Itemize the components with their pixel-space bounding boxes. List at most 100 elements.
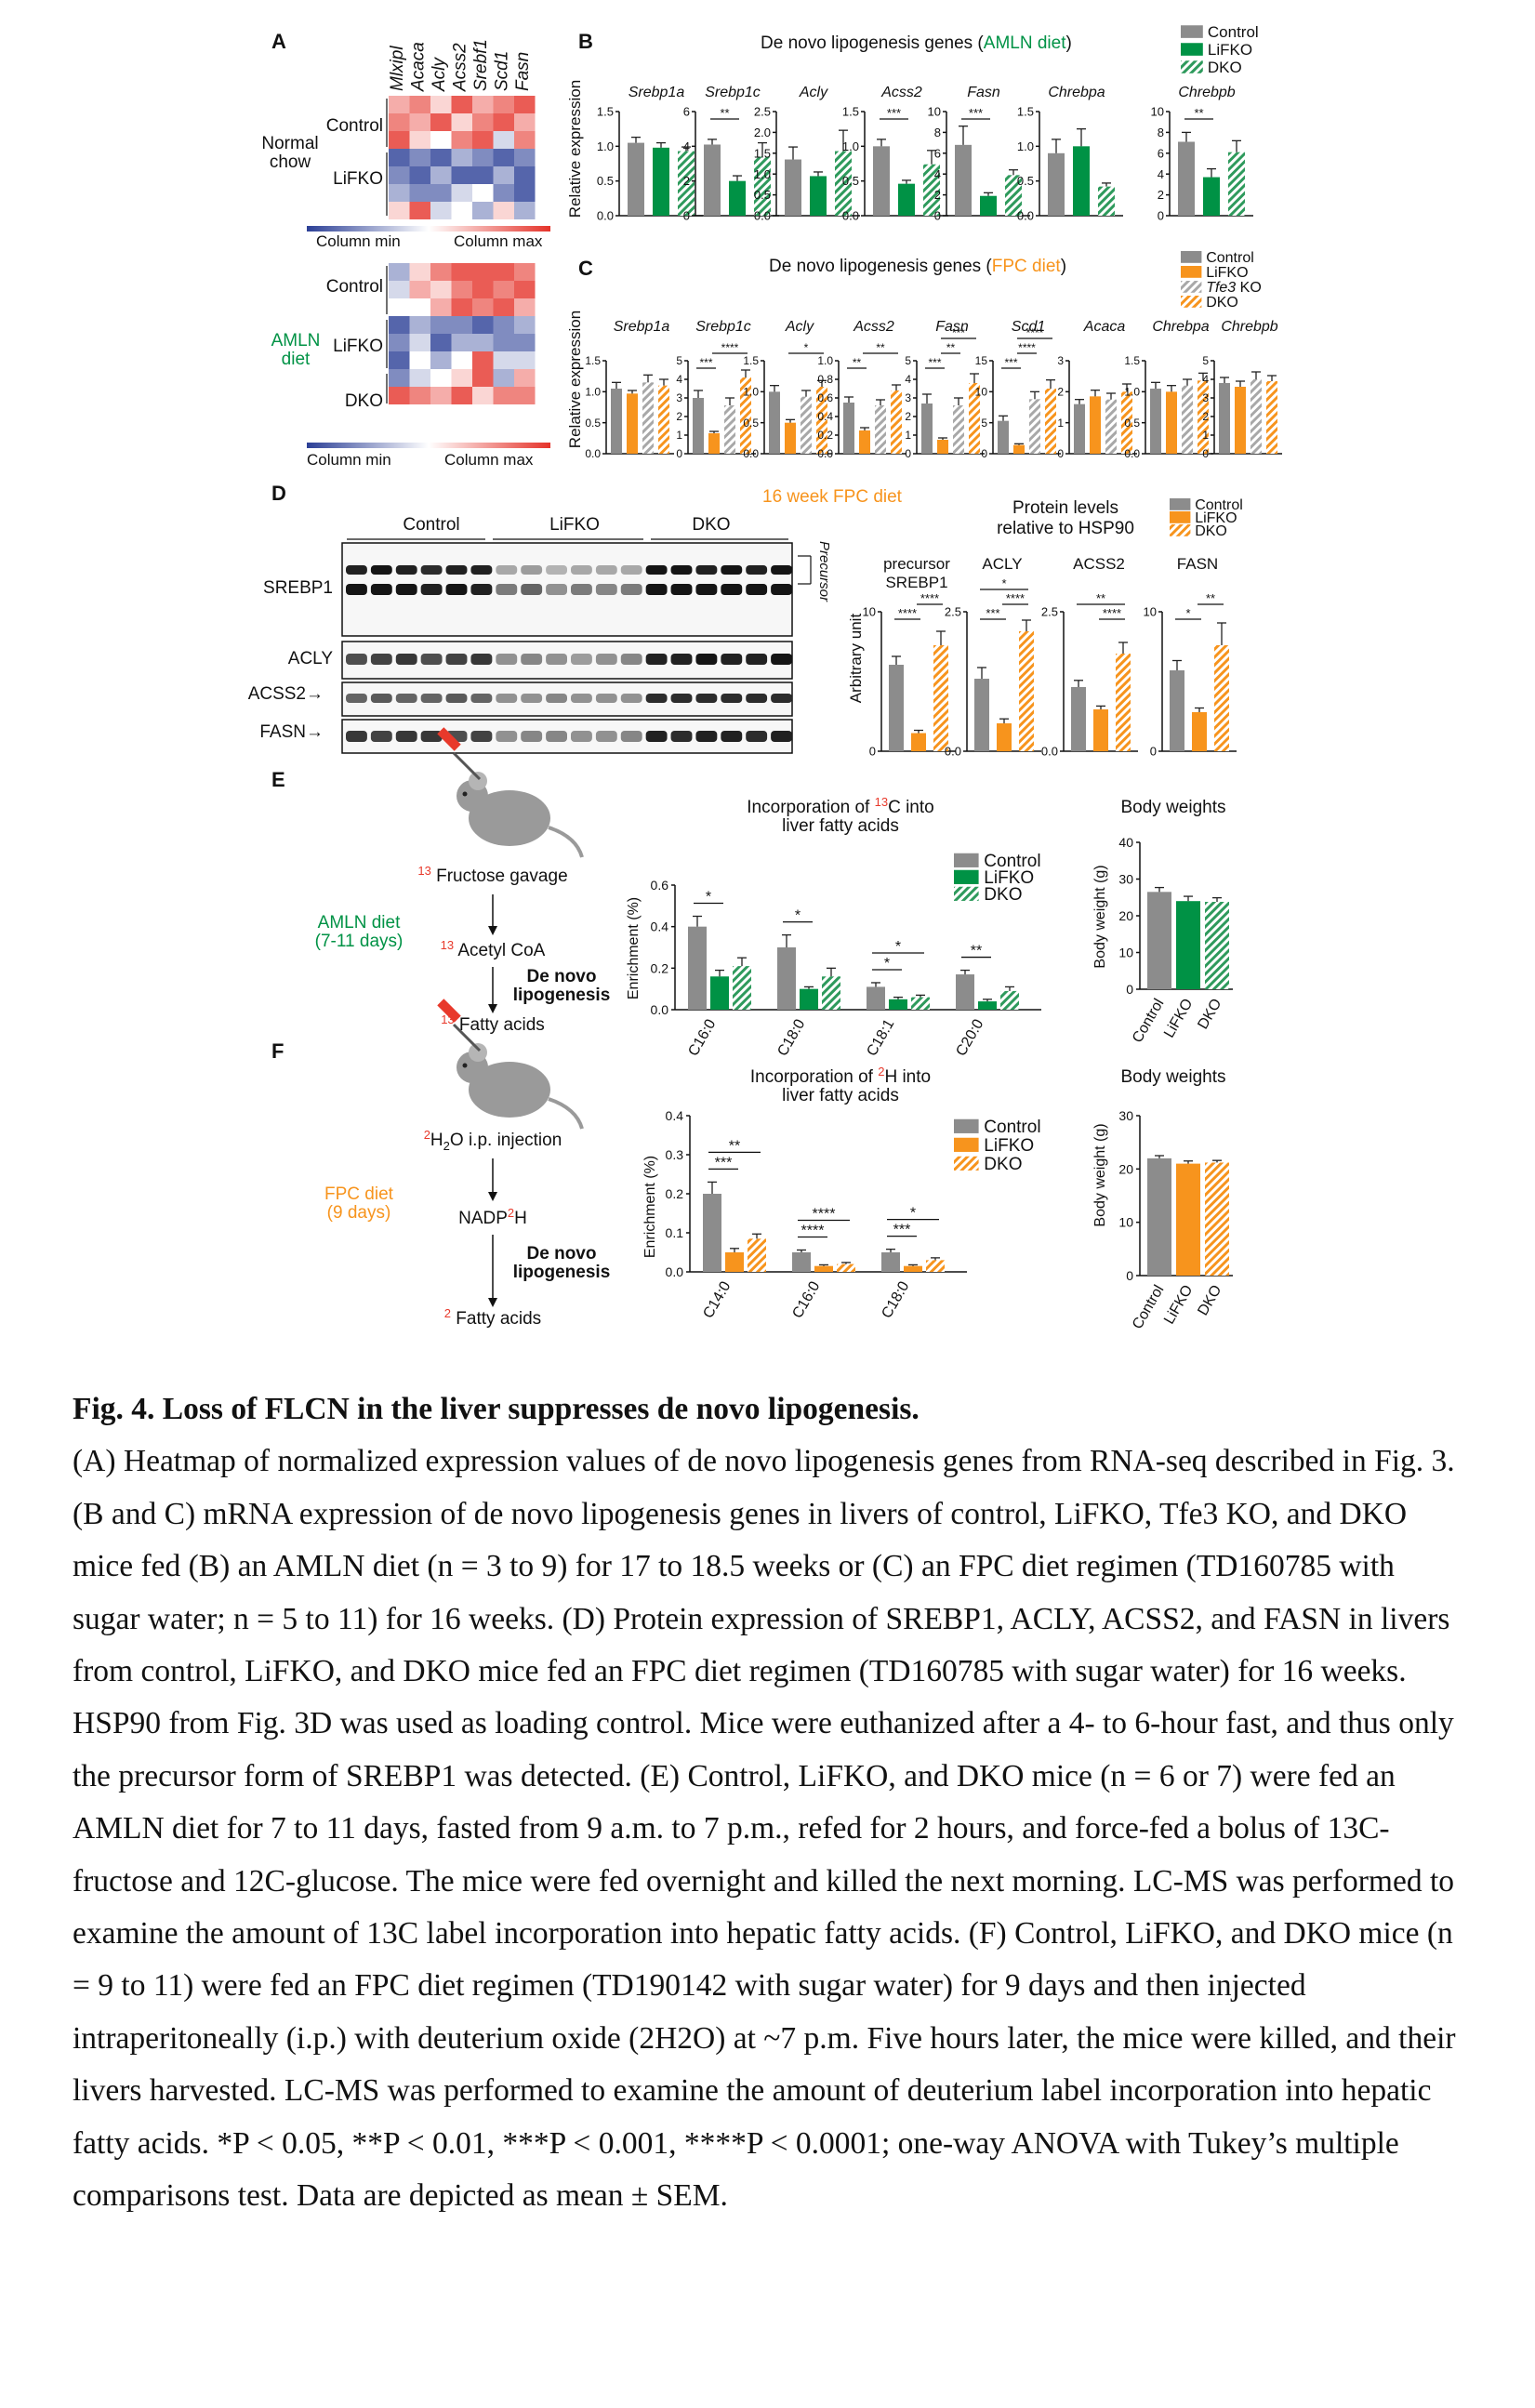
legend-swatch (1170, 498, 1191, 510)
heatmap-normal-chow-cell (514, 96, 536, 113)
bar (1170, 670, 1184, 751)
blot-band (346, 694, 367, 703)
y-tick-label: 8 (934, 126, 941, 139)
blot-band (721, 654, 743, 665)
heatmap-normal-chow-cell (514, 202, 536, 219)
bar (1203, 177, 1220, 216)
gene-label: Srebp1c (705, 85, 761, 100)
heatmap-normal-chow-cell (514, 131, 536, 149)
blot-band (521, 584, 543, 595)
y-tick-label: 4 (905, 373, 911, 386)
group-label: DKO (345, 391, 383, 411)
heatmap-normal-chow-cell (389, 113, 410, 131)
y-tick-label: 1.0 (585, 386, 601, 399)
bar (1176, 1163, 1200, 1276)
heatmap-amln-cell (493, 298, 514, 316)
bar (678, 151, 695, 216)
significance-label: *** (952, 326, 965, 339)
y-tick-label: 0.0 (842, 209, 859, 223)
bar (1150, 389, 1161, 454)
y-tick-label: 8 (1158, 126, 1164, 139)
bar (889, 999, 907, 1010)
diet-label: FPC diet (324, 1184, 394, 1204)
gene-label: Fasn (935, 319, 969, 335)
y-tick-label: 3 (676, 391, 682, 404)
bar (1250, 379, 1262, 454)
heatmap-normal-chow-cell (514, 149, 536, 166)
legend-swatch (954, 1118, 979, 1133)
blot-band (771, 731, 792, 742)
bar (627, 393, 638, 454)
heatmap-amln-cell (451, 263, 472, 281)
heatmap-amln-cell (514, 369, 536, 387)
heatmap-normal-chow-cell (451, 113, 472, 131)
bar (642, 382, 654, 454)
legend-label: DKO (984, 1155, 1022, 1174)
gene-label: Srebp1a (614, 319, 670, 335)
blot-band (346, 731, 367, 742)
blot-band (420, 565, 443, 575)
y-axis-title: Relative expression (566, 311, 584, 448)
legend-label: Control (1206, 250, 1254, 266)
flow-step-label: 13 Fructose gavage (417, 864, 567, 886)
panel-label-e: E (271, 768, 285, 791)
heatmap-amln-cell (389, 298, 410, 316)
blot-band (521, 731, 543, 742)
significance-label: * (795, 908, 801, 924)
heatmap-amln-cell (514, 334, 536, 351)
legend-swatch (1181, 25, 1203, 38)
bar (1073, 146, 1090, 216)
heatmap-normal-chow-cell (472, 202, 494, 219)
blot-band (771, 654, 792, 665)
y-tick-label: 0 (1057, 447, 1064, 460)
blot-band (395, 731, 417, 742)
blot-band (420, 584, 443, 595)
y-tick-label: 0 (1158, 209, 1164, 223)
blot-band (395, 565, 417, 575)
heatmap-amln-cell (472, 316, 494, 334)
heatmap-normal-chow-cell (514, 166, 536, 184)
blot-band (645, 731, 668, 742)
heatmap-amln-cell (472, 387, 494, 404)
x-tick-label: C18:0 (879, 1278, 912, 1321)
y-tick-label: 0.0 (754, 209, 771, 223)
y-tick-label: 10 (928, 105, 941, 119)
blot-band (445, 694, 468, 703)
x-tick-label: DKO (1195, 997, 1224, 1033)
blot-band (620, 694, 642, 703)
y-tick-label: 2.0 (754, 126, 771, 139)
blot-band (420, 694, 443, 703)
bar (1019, 631, 1034, 751)
blot-band (645, 584, 668, 595)
legend-label: Tfe3 KO (1206, 280, 1262, 296)
blot-band (546, 731, 567, 742)
significance-label: ** (1206, 591, 1215, 605)
y-tick-label: 6 (683, 105, 690, 119)
heatmap-amln-cell (451, 334, 472, 351)
bar (710, 976, 729, 1010)
blot-band (445, 565, 468, 575)
bar (1205, 1162, 1229, 1276)
blot-band (546, 584, 567, 595)
heatmap-amln-cell (430, 351, 452, 369)
blot-band (695, 694, 718, 703)
heatmap-amln-cell (409, 316, 430, 334)
y-tick-label: 5 (981, 417, 987, 430)
bar (980, 195, 997, 216)
bar (777, 947, 796, 1010)
bar (704, 144, 721, 216)
y-tick-label: 0.0 (945, 745, 961, 759)
legend-label: DKO (1206, 295, 1238, 311)
y-tick-label: 4 (1158, 167, 1164, 181)
y-tick-label: 1.0 (597, 139, 614, 153)
significance-label: * (706, 890, 711, 906)
heatmap-amln-cell (389, 351, 410, 369)
y-tick-label: 4 (1202, 373, 1209, 386)
diet-label: (9 days) (327, 1203, 391, 1223)
bar (843, 403, 854, 454)
y-tick-label: 0.0 (651, 1002, 669, 1017)
gene-column-label: Scd1 (493, 51, 512, 91)
bar (1013, 444, 1025, 454)
blot-band (370, 654, 392, 665)
